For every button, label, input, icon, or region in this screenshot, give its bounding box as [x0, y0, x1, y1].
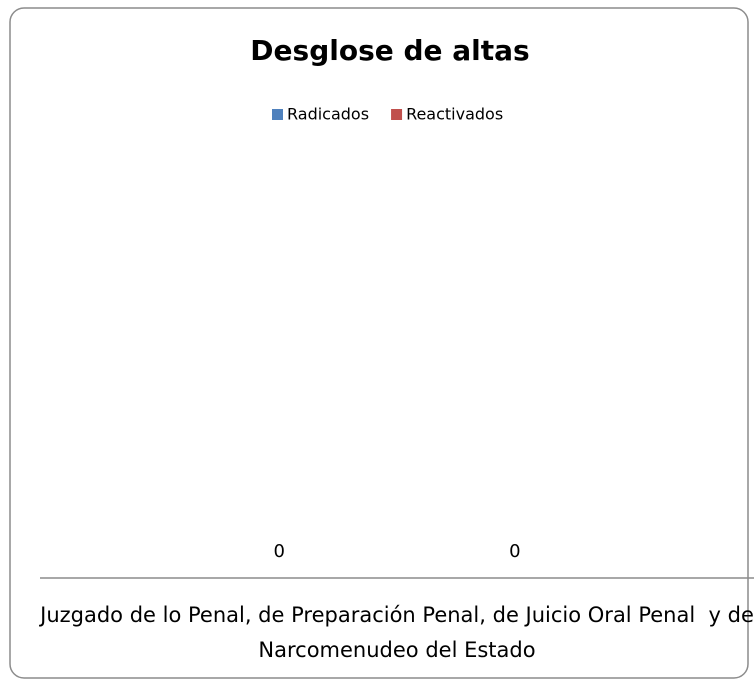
chart-title: Desglose de altas: [250, 34, 529, 67]
chart-frame: [9, 7, 749, 679]
data-label: 0: [273, 541, 284, 562]
legend-swatch: [272, 109, 283, 120]
data-label: 0: [509, 541, 520, 562]
legend-label: Reactivados: [406, 105, 503, 124]
category-label: Juzgado de lo Penal, de Preparación Pena…: [40, 603, 754, 662]
legend-swatch: [391, 109, 403, 120]
legend-label: Radicados: [287, 105, 369, 124]
